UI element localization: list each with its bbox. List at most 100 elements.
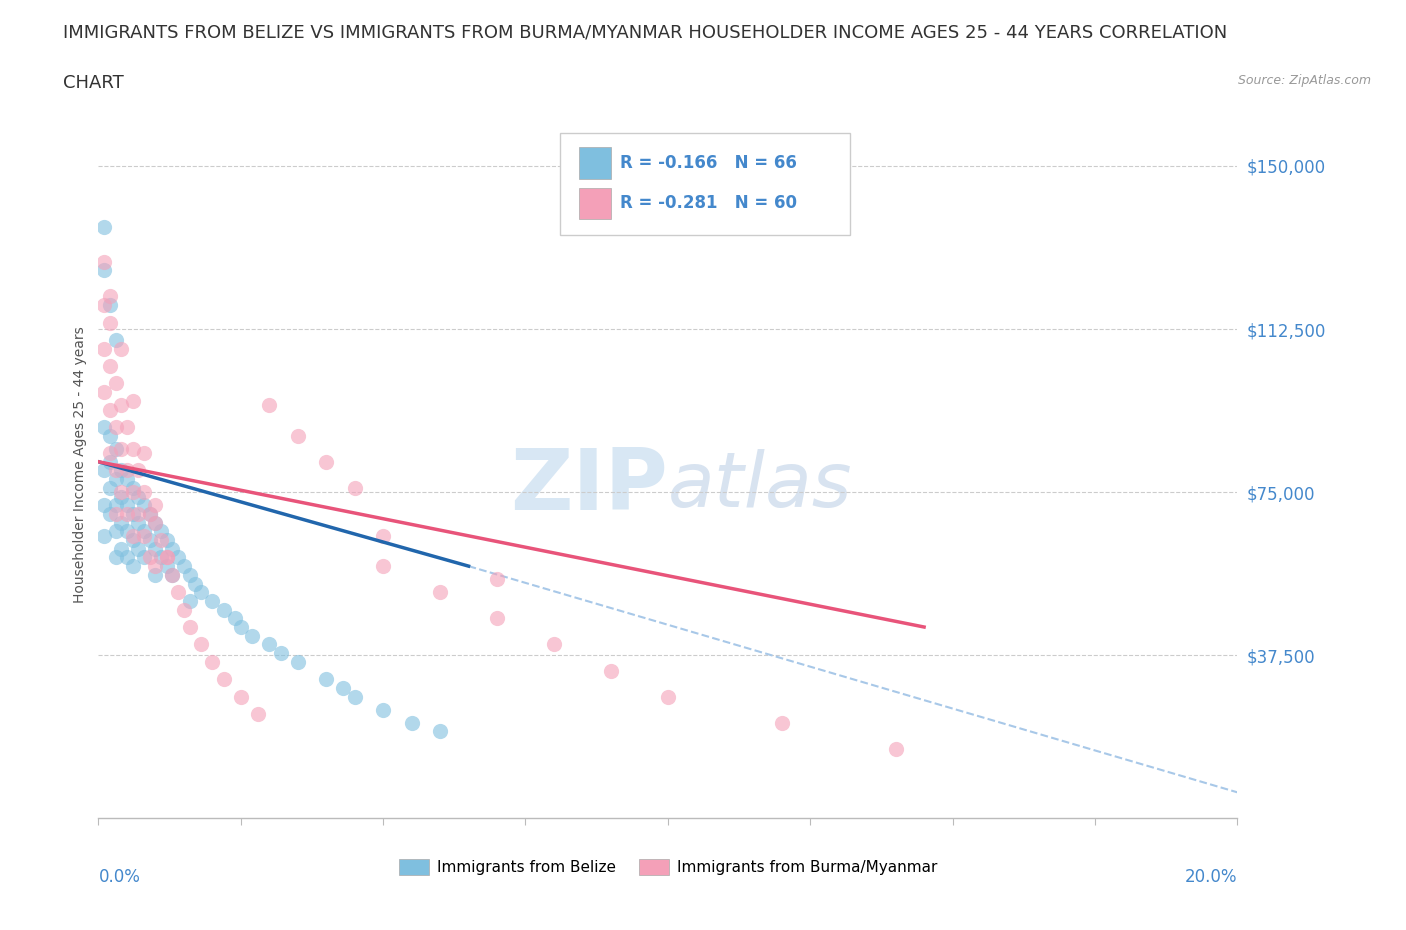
Text: 0.0%: 0.0%: [98, 868, 141, 886]
Point: [115, 419, 138, 434]
Point: [343, 481, 366, 496]
Point: [132, 550, 155, 565]
Point: [104, 419, 127, 434]
Point: [121, 533, 143, 548]
Point: [110, 341, 132, 356]
Point: [315, 454, 337, 469]
Point: [770, 715, 793, 730]
Point: [246, 707, 269, 722]
Point: [179, 593, 201, 608]
Point: [104, 524, 127, 538]
Point: [600, 663, 623, 678]
Text: Source: ZipAtlas.com: Source: ZipAtlas.com: [1237, 74, 1371, 87]
Point: [543, 637, 565, 652]
Point: [104, 463, 127, 478]
Point: [156, 550, 179, 565]
Point: [429, 724, 451, 738]
Point: [156, 559, 179, 574]
Point: [162, 567, 184, 582]
Point: [93, 463, 115, 478]
Point: [104, 376, 127, 391]
Y-axis label: Householder Income Ages 25 - 44 years: Householder Income Ages 25 - 44 years: [73, 326, 87, 604]
Point: [190, 585, 212, 600]
Point: [98, 428, 121, 443]
Point: [373, 702, 395, 717]
Point: [229, 619, 252, 634]
Point: [132, 524, 155, 538]
Point: [156, 533, 179, 548]
Point: [229, 689, 252, 704]
Point: [98, 359, 121, 374]
Text: ZIP: ZIP: [510, 445, 668, 527]
Point: [115, 524, 138, 538]
Point: [93, 254, 115, 269]
Point: [486, 611, 509, 626]
Point: [110, 541, 132, 556]
Point: [115, 472, 138, 486]
Point: [93, 419, 115, 434]
Point: [104, 441, 127, 456]
Point: [121, 485, 143, 499]
Text: IMMIGRANTS FROM BELIZE VS IMMIGRANTS FROM BURMA/MYANMAR HOUSEHOLDER INCOME AGES : IMMIGRANTS FROM BELIZE VS IMMIGRANTS FRO…: [63, 23, 1227, 41]
Point: [110, 398, 132, 413]
Point: [162, 541, 184, 556]
Point: [104, 507, 127, 522]
Point: [115, 507, 138, 522]
Point: [343, 689, 366, 704]
Point: [201, 593, 224, 608]
Point: [121, 441, 143, 456]
Bar: [579, 188, 612, 219]
Point: [98, 289, 121, 304]
Text: R = -0.166   N = 66: R = -0.166 N = 66: [620, 154, 797, 172]
Point: [98, 315, 121, 330]
Point: [145, 567, 167, 582]
Point: [201, 655, 224, 670]
Point: [93, 385, 115, 400]
Point: [132, 528, 155, 543]
Point: [104, 472, 127, 486]
Point: [127, 463, 149, 478]
Point: [127, 541, 149, 556]
Point: [121, 393, 143, 408]
Point: [104, 333, 127, 348]
Point: [150, 533, 173, 548]
Point: [121, 528, 143, 543]
Point: [121, 559, 143, 574]
Point: [93, 219, 115, 234]
Point: [132, 485, 155, 499]
Point: [173, 603, 195, 618]
Point: [150, 550, 173, 565]
Point: [657, 689, 679, 704]
Point: [373, 528, 395, 543]
Point: [98, 445, 121, 460]
Point: [212, 671, 235, 686]
Point: [162, 567, 184, 582]
Point: [138, 507, 160, 522]
Point: [98, 402, 121, 417]
Point: [429, 585, 451, 600]
Point: [110, 463, 132, 478]
Point: [315, 671, 337, 686]
Point: [259, 637, 281, 652]
Point: [156, 550, 179, 565]
Point: [332, 681, 354, 696]
Point: [127, 489, 149, 504]
Point: [93, 263, 115, 278]
Point: [287, 655, 309, 670]
Point: [98, 481, 121, 496]
Point: [173, 559, 195, 574]
Point: [179, 619, 201, 634]
Point: [104, 498, 127, 512]
Point: [110, 515, 132, 530]
Point: [212, 603, 235, 618]
Text: CHART: CHART: [63, 74, 124, 92]
Point: [240, 629, 263, 644]
Point: [115, 550, 138, 565]
Point: [110, 489, 132, 504]
Bar: [579, 147, 612, 179]
Point: [121, 481, 143, 496]
Text: 20.0%: 20.0%: [1185, 868, 1237, 886]
Point: [145, 541, 167, 556]
Point: [132, 445, 155, 460]
Point: [167, 550, 190, 565]
